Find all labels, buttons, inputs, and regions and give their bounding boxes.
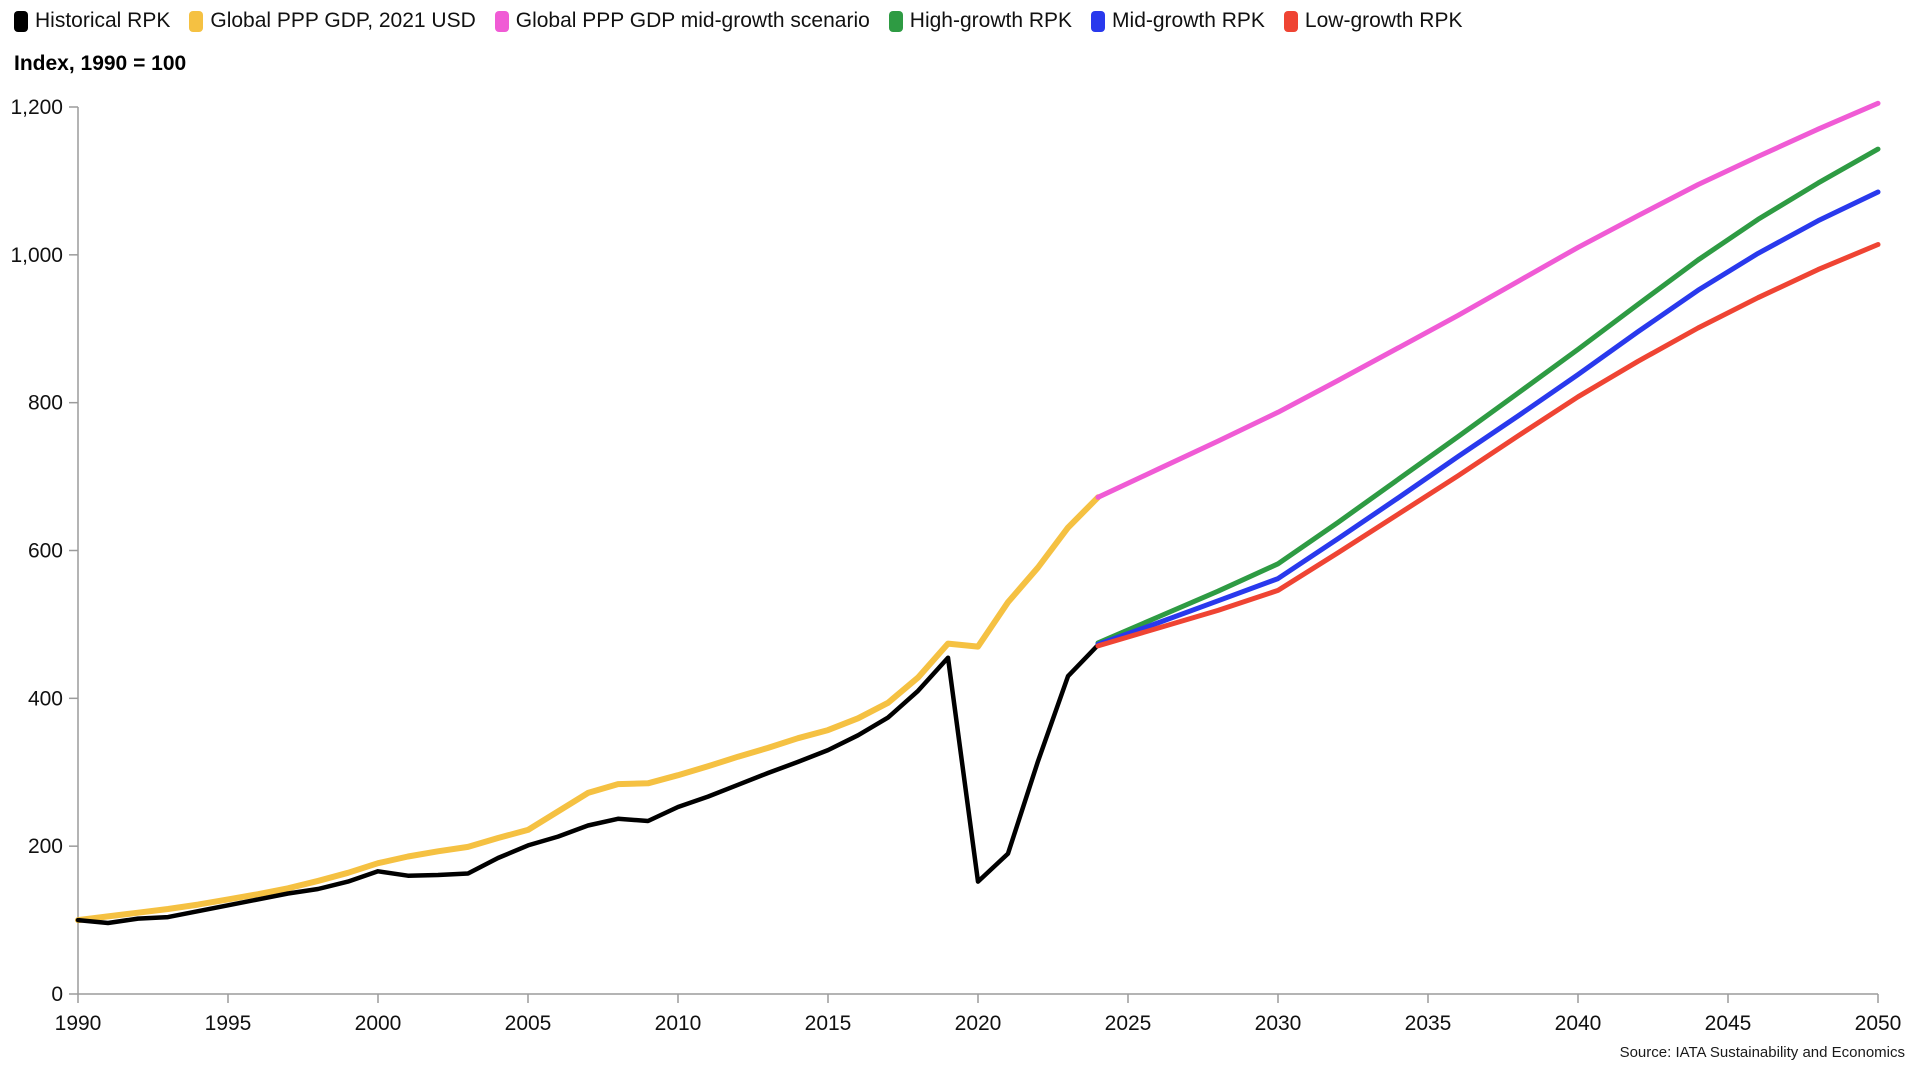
series-line-low-growth-rpk xyxy=(1095,242,1881,649)
y-tick-label: 1,000 xyxy=(10,244,63,267)
series-line-gdp-scenario xyxy=(1095,100,1881,500)
legend-item-historical-rpk: Historical RPK xyxy=(14,9,170,33)
legend-label: High-growth RPK xyxy=(909,9,1073,32)
y-tick-label: 400 xyxy=(28,687,63,710)
x-tick-label: 2015 xyxy=(805,1012,852,1035)
legend-swatch-icon xyxy=(14,10,28,32)
legend-item-low-growth-rpk: Low-growth RPK xyxy=(1283,9,1463,33)
series-line-historical-rpk xyxy=(75,642,1101,926)
x-tick-label: 2040 xyxy=(1555,1012,1602,1035)
series-line-gdp-historical xyxy=(75,494,1101,924)
x-tick-label: 2005 xyxy=(505,1012,552,1035)
x-tick-label: 2020 xyxy=(955,1012,1002,1035)
x-tick-label: 1990 xyxy=(55,1012,102,1035)
x-tick-label: 2030 xyxy=(1255,1012,1302,1035)
x-tick-label: 2000 xyxy=(355,1012,402,1035)
y-tick-label: 1,200 xyxy=(10,96,63,119)
legend-swatch-icon xyxy=(1091,10,1106,32)
x-tick-label: 2025 xyxy=(1105,1012,1152,1035)
x-tick-label: 2045 xyxy=(1705,1012,1752,1035)
legend-label: Global PPP GDP, 2021 USD xyxy=(210,9,476,32)
legend-item-gdp-historical: Global PPP GDP, 2021 USD xyxy=(189,9,476,33)
legend-swatch-icon xyxy=(888,10,903,32)
legend-swatch-icon xyxy=(189,10,204,32)
y-tick-label: 0 xyxy=(51,983,63,1006)
x-tick-label: 2010 xyxy=(655,1012,702,1035)
x-tick-label: 2035 xyxy=(1405,1012,1452,1035)
legend-item-mid-growth-rpk: Mid-growth RPK xyxy=(1091,9,1265,33)
legend-label: Historical RPK xyxy=(35,9,171,32)
series-line-mid-growth-rpk xyxy=(1095,189,1881,647)
source-note: Source: IATA Sustainability and Economic… xyxy=(1619,1044,1905,1061)
legend-swatch-icon xyxy=(1283,10,1298,32)
x-tick-label: 1995 xyxy=(205,1012,252,1035)
y-tick-label: 200 xyxy=(28,835,63,858)
legend-item-gdp-scenario: Global PPP GDP mid-growth scenario xyxy=(494,9,870,33)
y-tick-label: 600 xyxy=(28,540,63,563)
legend-label: Mid-growth RPK xyxy=(1112,9,1265,32)
legend-swatch-icon xyxy=(494,10,509,32)
legend: Historical RPK Global PPP GDP, 2021 USD Gl… xyxy=(14,9,1462,33)
x-tick-label: 2050 xyxy=(1855,1012,1902,1035)
legend-item-high-growth-rpk: High-growth RPK xyxy=(888,9,1073,33)
y-axis-title: Index, 1990 = 100 xyxy=(14,52,187,75)
legend-label: Global PPP GDP mid-growth scenario xyxy=(515,9,870,32)
series-line-high-growth-rpk xyxy=(1095,146,1881,646)
legend-label: Low-growth RPK xyxy=(1304,9,1463,32)
y-tick-label: 800 xyxy=(28,392,63,415)
